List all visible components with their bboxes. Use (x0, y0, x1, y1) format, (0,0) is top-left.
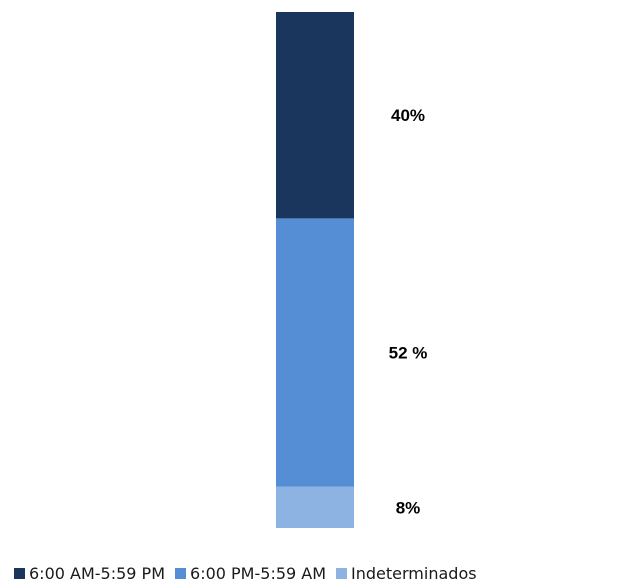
data-label-6-00-am-5-59-pm: 40% (391, 106, 425, 125)
bar-segment-6-00-am-5-59-pm (276, 12, 354, 219)
legend-label-6-00-am-5-59-pm: 6:00 AM-5:59 PM (29, 563, 166, 583)
legend-label-6-00-pm-5-59-am: 6:00 PM-5:59 AM (190, 563, 327, 583)
data-labels: 8% 52 % 40% (389, 106, 428, 517)
legend-item-6-00-am-5-59-pm: 6:00 AM-5:59 PM (14, 564, 165, 583)
bar-stack (276, 12, 354, 528)
legend-swatch-6-00-am-5-59-pm (14, 567, 25, 579)
legend-swatch-6-00-pm-5-59-am (175, 567, 187, 579)
bar-segment-6-00-pm-5-59-am (276, 218, 354, 487)
chart-legend: 6:00 AM-5:59 PM 6:00 PM-5:59 AM Indetermin… (14, 562, 487, 584)
legend-label-indeterminados: Indeterminados (351, 563, 477, 583)
bar-segment-indeterminados (276, 486, 354, 528)
data-label-6-00-pm-5-59-am: 52 % (389, 344, 428, 363)
legend-item-6-00-pm-5-59-am: 6:00 PM-5:59 AM (175, 564, 326, 583)
legend-swatch-indeterminados (336, 567, 348, 579)
legend-item-indeterminados: Indeterminados (336, 564, 477, 583)
data-label-indeterminados: 8% (396, 498, 421, 517)
